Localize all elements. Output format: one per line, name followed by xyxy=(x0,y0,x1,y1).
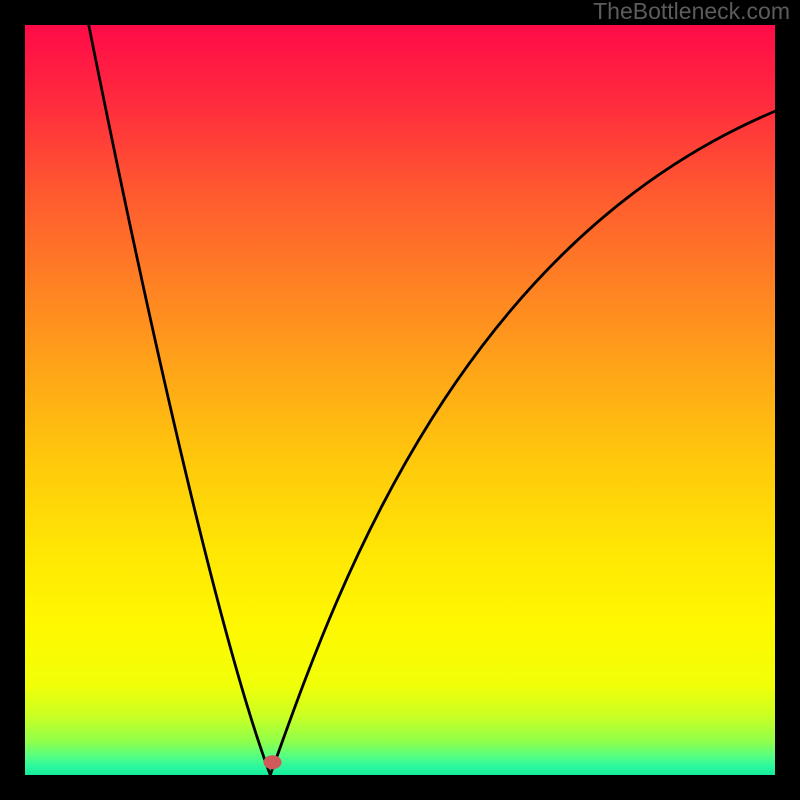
bottleneck-chart-svg: TheBottleneck.com xyxy=(0,0,800,800)
optimum-marker xyxy=(264,755,282,769)
watermark-text: TheBottleneck.com xyxy=(593,0,790,24)
plot-area xyxy=(25,25,775,775)
chart-stage: TheBottleneck.com xyxy=(0,0,800,800)
